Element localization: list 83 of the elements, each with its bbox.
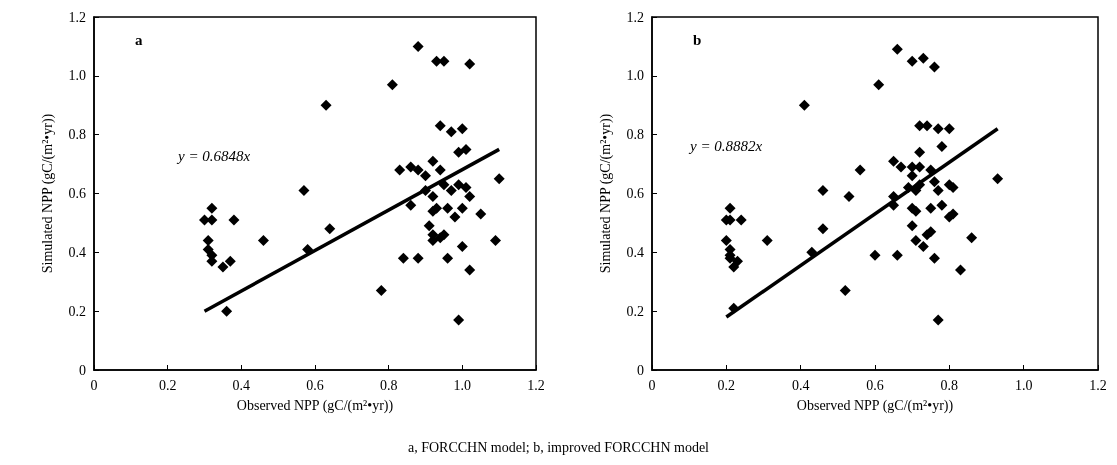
y-tick-label: 1.0 bbox=[626, 68, 644, 84]
point bbox=[427, 155, 439, 167]
y-tick-label: 0.6 bbox=[68, 186, 86, 201]
x-tick-label: 0.6 bbox=[306, 377, 324, 393]
x-tick-label: 0.6 bbox=[866, 377, 884, 393]
point bbox=[206, 202, 218, 214]
point bbox=[221, 305, 233, 317]
point bbox=[412, 40, 424, 52]
point bbox=[453, 179, 465, 191]
x-tick-label: 1.0 bbox=[1014, 377, 1033, 393]
x-tick-label: 0.2 bbox=[158, 377, 177, 393]
point bbox=[427, 190, 439, 202]
y-axis-title: Simulated NPP (gC/(m²•yr)) bbox=[597, 113, 614, 274]
point bbox=[489, 235, 501, 247]
text: a, FORCCHN model; b, improved FORCCHN model bbox=[407, 440, 710, 456]
point bbox=[420, 170, 431, 182]
y-tick-label: 0.8 bbox=[68, 127, 86, 143]
point bbox=[405, 199, 417, 211]
point bbox=[217, 261, 229, 273]
point bbox=[320, 99, 332, 111]
x-tick-label: 1.2 bbox=[1089, 377, 1107, 393]
annotation: b bbox=[693, 31, 702, 48]
y-tick-label: 0 bbox=[79, 362, 86, 378]
point bbox=[431, 202, 443, 214]
point bbox=[412, 252, 424, 264]
point bbox=[298, 185, 310, 197]
point bbox=[228, 214, 240, 226]
y-tick-label: 0.2 bbox=[68, 303, 86, 319]
x-tick-label: 0.8 bbox=[940, 377, 959, 393]
point bbox=[423, 220, 435, 232]
point bbox=[456, 123, 468, 135]
y-tick-label: 0.6 bbox=[626, 186, 644, 201]
point bbox=[397, 252, 409, 264]
y-tick-label: 0.4 bbox=[626, 244, 644, 260]
point bbox=[257, 235, 269, 247]
y-tick-label: 1.0 bbox=[68, 68, 86, 84]
point bbox=[464, 264, 476, 276]
annotation: a bbox=[135, 31, 143, 48]
x-axis-title: Observed NPP (gC/(m²•yr)) bbox=[236, 397, 394, 414]
y-axis-title: Simulated NPP (gC/(m²•yr)) bbox=[39, 113, 56, 274]
y-tick-label: 1.2 bbox=[626, 9, 644, 25]
point bbox=[464, 190, 476, 202]
point bbox=[453, 146, 465, 158]
point bbox=[493, 173, 505, 185]
point bbox=[375, 285, 387, 297]
point bbox=[442, 252, 454, 264]
y-tick-label: 1.2 bbox=[68, 9, 86, 25]
point bbox=[324, 223, 336, 235]
point bbox=[456, 240, 468, 252]
y-tick-label: 0.8 bbox=[626, 127, 644, 143]
x-tick-label: 0.4 bbox=[232, 377, 251, 393]
y-tick-label: 0 bbox=[637, 362, 644, 378]
point bbox=[199, 214, 210, 226]
y-tick-label: 0.4 bbox=[68, 244, 86, 260]
point bbox=[434, 232, 446, 244]
point bbox=[453, 314, 465, 326]
point bbox=[394, 164, 406, 176]
point bbox=[460, 182, 472, 194]
annotation: y = 0.6848x bbox=[176, 147, 251, 164]
point bbox=[405, 161, 417, 173]
x-tick-label: 1.0 bbox=[453, 377, 472, 393]
x-tick-label: 0.8 bbox=[379, 377, 398, 393]
point bbox=[224, 255, 236, 267]
point bbox=[464, 58, 476, 70]
point bbox=[412, 164, 424, 176]
point bbox=[445, 185, 457, 197]
point bbox=[434, 120, 446, 132]
point bbox=[442, 202, 454, 214]
x-tick-label: 1.2 bbox=[527, 377, 545, 393]
point bbox=[460, 143, 472, 155]
x-tick-label: 0.4 bbox=[791, 377, 810, 393]
x-tick-label: 0 bbox=[90, 377, 98, 393]
annotation: y = 0.8882x bbox=[688, 137, 763, 154]
point bbox=[456, 202, 468, 214]
point bbox=[434, 164, 446, 176]
point bbox=[386, 79, 398, 91]
x-tick-label: 0.2 bbox=[717, 377, 736, 393]
point bbox=[445, 126, 457, 138]
y-tick-label: 0.2 bbox=[626, 303, 644, 319]
x-tick-label: 0 bbox=[648, 377, 656, 393]
x-axis-title: Observed NPP (gC/(m²•yr)) bbox=[796, 397, 954, 414]
point bbox=[449, 211, 461, 223]
point bbox=[475, 208, 487, 220]
